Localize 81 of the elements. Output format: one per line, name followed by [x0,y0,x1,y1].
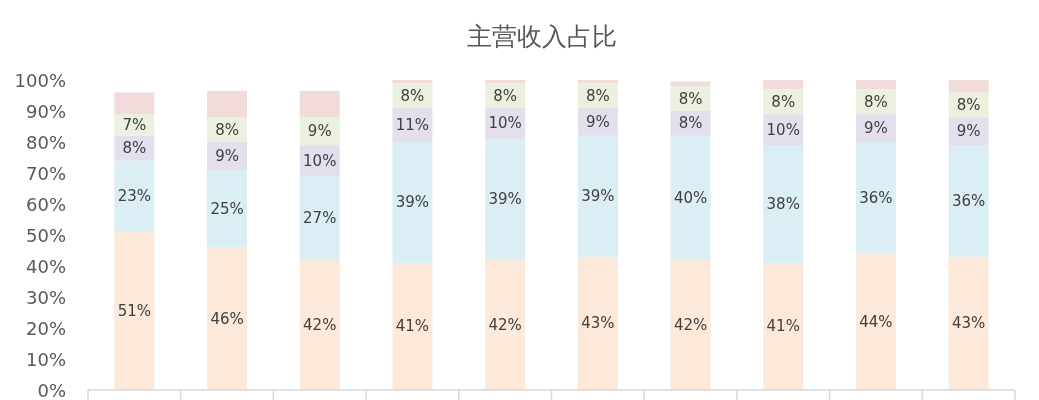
bar [855,253,896,390]
bar [577,256,618,390]
bar [763,145,804,263]
data-label: 9% [864,119,888,138]
data-label: 42% [303,315,337,334]
data-label: 41% [395,317,430,336]
data-label: 9% [307,122,332,141]
y-tick-label: 70% [25,162,66,184]
bar [207,169,248,248]
data-label: 8% [400,86,425,105]
data-label: 11% [395,115,430,134]
y-tick-label: 90% [25,100,66,122]
bar [392,262,433,390]
data-label: 10% [303,151,337,170]
data-label: 51% [117,301,152,320]
data-label: 9% [585,112,610,131]
y-tick-label: 100% [14,69,66,91]
data-label: 10% [766,120,800,139]
y-tick-label: 10% [25,348,66,370]
bar [948,256,989,390]
bar [485,259,526,390]
data-label: 41% [766,317,800,336]
bar [114,92,155,115]
bar [855,80,896,90]
bar [670,259,711,390]
data-label: 39% [581,187,615,206]
data-label: 8% [678,89,703,108]
chart-title: 主营收入占比 [466,22,617,51]
data-label: 9% [215,146,239,165]
data-label: 8% [956,95,981,114]
data-label: 7% [122,115,147,134]
data-label: 36% [859,188,893,207]
data-label: 10% [488,114,522,133]
bar [299,259,340,390]
bar [299,90,340,118]
bar [392,142,433,263]
data-label: 36% [951,191,986,210]
bar [763,80,804,90]
data-label: 8% [215,120,239,139]
bar [670,135,711,260]
y-tick-label: 80% [25,131,66,153]
data-label: 43% [581,314,615,333]
bar [392,80,433,84]
bar [114,231,155,390]
data-label: 44% [859,312,893,331]
y-tick-label: 0% [37,379,66,400]
y-tick-label: 40% [25,255,66,277]
data-label: 8% [678,114,703,133]
data-label: 42% [673,315,708,334]
data-label: 8% [122,139,147,158]
y-tick-label: 50% [25,224,66,246]
bar [948,145,989,257]
bar [577,135,618,257]
data-label: 39% [488,190,522,209]
bar [207,90,248,118]
data-label: 9% [956,122,981,141]
bar [485,138,526,260]
data-label: 8% [493,86,518,105]
data-label: 8% [864,92,888,111]
data-label: 43% [951,314,986,333]
data-label: 8% [771,92,796,111]
bar [207,247,248,390]
data-label: 27% [303,208,337,227]
data-label: 38% [766,195,800,213]
data-label: 23% [117,187,152,206]
bar [485,80,526,84]
y-tick-label: 20% [25,317,66,339]
data-label: 46% [210,309,244,328]
y-tick-label: 30% [25,286,66,308]
bar [948,80,989,93]
data-label: 40% [673,188,708,207]
bar [299,176,340,260]
bar [855,142,896,254]
data-label: 42% [488,315,522,334]
data-label: 8% [585,86,610,105]
y-tick-label: 60% [25,193,66,215]
bar [763,262,804,390]
data-label: 25% [210,199,244,218]
bar [114,160,155,232]
bar [577,80,618,84]
data-label: 39% [395,193,430,212]
